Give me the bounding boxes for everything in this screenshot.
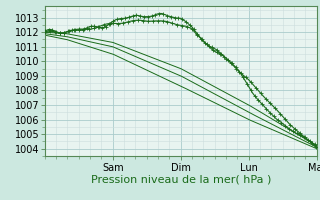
X-axis label: Pression niveau de la mer( hPa ): Pression niveau de la mer( hPa ) <box>91 174 271 184</box>
